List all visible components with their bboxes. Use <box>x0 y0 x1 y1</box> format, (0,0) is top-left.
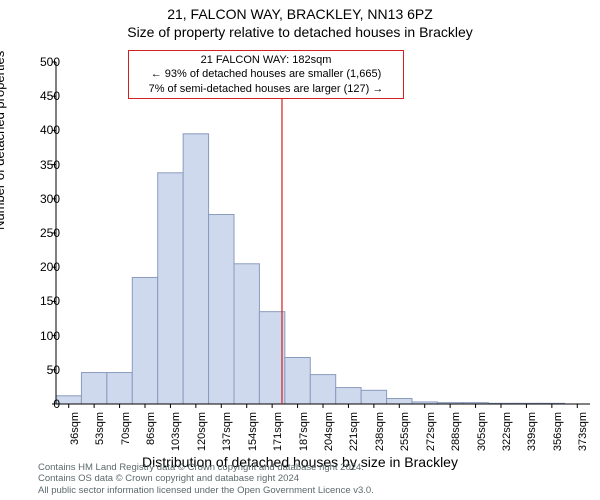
x-tick-label: 272sqm <box>425 412 437 452</box>
x-tick-label: 187sqm <box>298 412 310 452</box>
y-tick-label: 350 <box>40 158 60 172</box>
footnote-line-3: All public sector information licensed u… <box>38 485 590 496</box>
x-tick-label: 86sqm <box>145 412 157 452</box>
x-tick-label: 154sqm <box>247 412 259 452</box>
x-tick-label: 120sqm <box>196 412 208 452</box>
y-tick-label: 300 <box>40 192 60 206</box>
address-title: 21, FALCON WAY, BRACKLEY, NN13 6PZ <box>0 6 600 22</box>
x-tick-label: 339sqm <box>526 412 538 452</box>
y-tick-label: 500 <box>40 55 60 69</box>
x-tick-label: 204sqm <box>323 412 335 452</box>
x-tick-label: 288sqm <box>450 412 462 452</box>
y-tick-label: 200 <box>40 260 60 274</box>
y-tick-label: 0 <box>53 397 60 411</box>
footnote: Contains HM Land Registry data © Crown c… <box>38 462 590 496</box>
x-tick-label: 103sqm <box>170 412 182 452</box>
chart-plot-area <box>56 48 590 410</box>
callout-line-2: ← 93% of detached houses are smaller (1,… <box>133 67 399 81</box>
callout-line-3: 7% of semi-detached houses are larger (1… <box>133 82 399 96</box>
y-tick-label: 450 <box>40 89 60 103</box>
y-tick-label: 400 <box>40 123 60 137</box>
y-tick-label: 250 <box>40 226 60 240</box>
callout-box: 21 FALCON WAY: 182sqm ← 93% of detached … <box>128 50 404 99</box>
x-tick-label: 137sqm <box>221 412 233 452</box>
subtitle: Size of property relative to detached ho… <box>0 24 600 40</box>
footnote-line-2: Contains OS data © Crown copyright and d… <box>38 473 590 484</box>
x-tick-label: 322sqm <box>501 412 513 452</box>
y-tick-label: 150 <box>40 294 60 308</box>
x-tick-label: 70sqm <box>120 412 132 452</box>
x-tick-label: 356sqm <box>552 412 564 452</box>
x-tick-label: 36sqm <box>69 412 81 452</box>
y-axis-label: Number of detached properties <box>0 51 7 230</box>
x-tick-label: 221sqm <box>348 412 360 452</box>
x-tick-label: 305sqm <box>476 412 488 452</box>
x-tick-label: 373sqm <box>577 412 589 452</box>
y-tick-label: 50 <box>47 363 60 377</box>
callout-line-1: 21 FALCON WAY: 182sqm <box>133 53 399 67</box>
histogram-svg <box>56 48 590 410</box>
x-tick-label: 53sqm <box>94 412 106 452</box>
footnote-line-1: Contains HM Land Registry data © Crown c… <box>38 462 590 473</box>
x-tick-label: 171sqm <box>272 412 284 452</box>
x-tick-label: 255sqm <box>399 412 411 452</box>
x-tick-label: 238sqm <box>374 412 386 452</box>
y-tick-label: 100 <box>40 329 60 343</box>
